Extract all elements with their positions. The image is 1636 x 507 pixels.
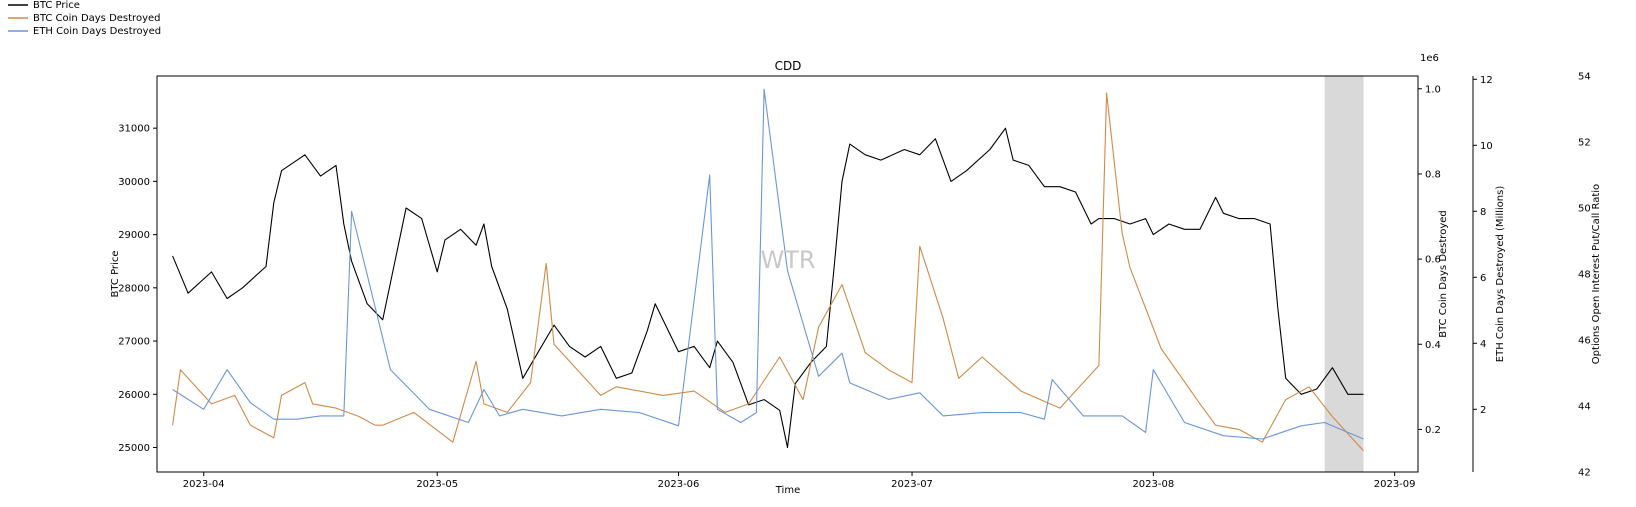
btc-cdd-scale-label: 1e6 [1420,53,1439,64]
eth-cdd-tick-label: 10 [1480,141,1493,152]
btc-price-tick-label: 30000 [118,177,150,188]
legend-label-btc-price: BTC Price [33,0,80,11]
btc-cdd-tick-label: 0.2 [1425,425,1441,436]
axes-layer: 2023-04 2023-05 2023-06 2023-07 2023-08 2023-… [118,72,1591,491]
y-axis-label-btc-cdd: BTC Coin Days Destroyed [1438,210,1449,338]
eth-cdd-tick-label: 2 [1480,405,1486,416]
eth-cdd-tick-label: 4 [1480,339,1486,350]
put-call-tick-label: 54 [1578,72,1591,83]
btc-price-tick-label: 31000 [118,124,150,135]
legend-label-eth-cdd: ETH Coin Days Destroyed [33,26,161,37]
x-tick-label: 2023-05 [416,479,458,490]
put-call-tick-label: 52 [1578,138,1591,149]
x-tick-label: 2023-06 [658,479,700,490]
y-axis-label-eth-cdd: ETH Coin Days Destroyed (Millions) [1495,186,1506,363]
series-btc-coin-days-destroyed [172,92,1364,452]
x-tick-label: 2023-04 [183,479,225,490]
btc-cdd-tick-label: 0.6 [1425,255,1441,266]
put-call-tick-label: 48 [1578,270,1591,281]
y-axis-label-put-call: Options Open Interest Put/Call Ratio [1591,184,1602,364]
shaded-region [1324,76,1364,472]
btc-cdd-tick-label: 0.4 [1425,340,1441,351]
plot-frame [156,75,1419,473]
put-call-tick-label: 50 [1578,204,1591,215]
x-tick-label: 2023-08 [1132,479,1174,490]
eth-cdd-tick-label: 12 [1480,75,1493,86]
legend-label-btc-cdd: BTC Coin Days Destroyed [33,13,161,24]
btc-cdd-tick-label: 1.0 [1425,84,1441,95]
eth-cdd-tick-label: 6 [1480,273,1486,284]
btc-cdd-tick-label: 0.8 [1425,169,1441,180]
x-axis-label: Time [775,485,800,496]
btc-price-tick-label: 27000 [118,337,150,348]
series-btc-price [172,127,1364,449]
btc-price-tick-label: 28000 [118,283,150,294]
watermark: WTR [760,246,815,274]
put-call-tick-label: 44 [1578,402,1591,413]
chart-title: CDD [775,59,802,73]
legend: BTC Price BTC Coin Days Destroyed ETH Co… [8,0,161,37]
btc-price-tick-label: 25000 [118,443,150,454]
btc-price-tick-label: 26000 [118,390,150,401]
x-tick-label: 2023-09 [1374,479,1416,490]
put-call-tick-label: 42 [1578,468,1591,479]
put-call-tick-label: 46 [1578,336,1591,347]
series-layer [172,88,1364,452]
y-axis-label-btc-price: BTC Price [110,251,121,298]
series-eth-coin-days-destroyed [172,88,1364,440]
x-tick-label: 2023-07 [891,479,933,490]
eth-cdd-tick-label: 8 [1480,207,1486,218]
btc-price-tick-label: 29000 [118,230,150,241]
